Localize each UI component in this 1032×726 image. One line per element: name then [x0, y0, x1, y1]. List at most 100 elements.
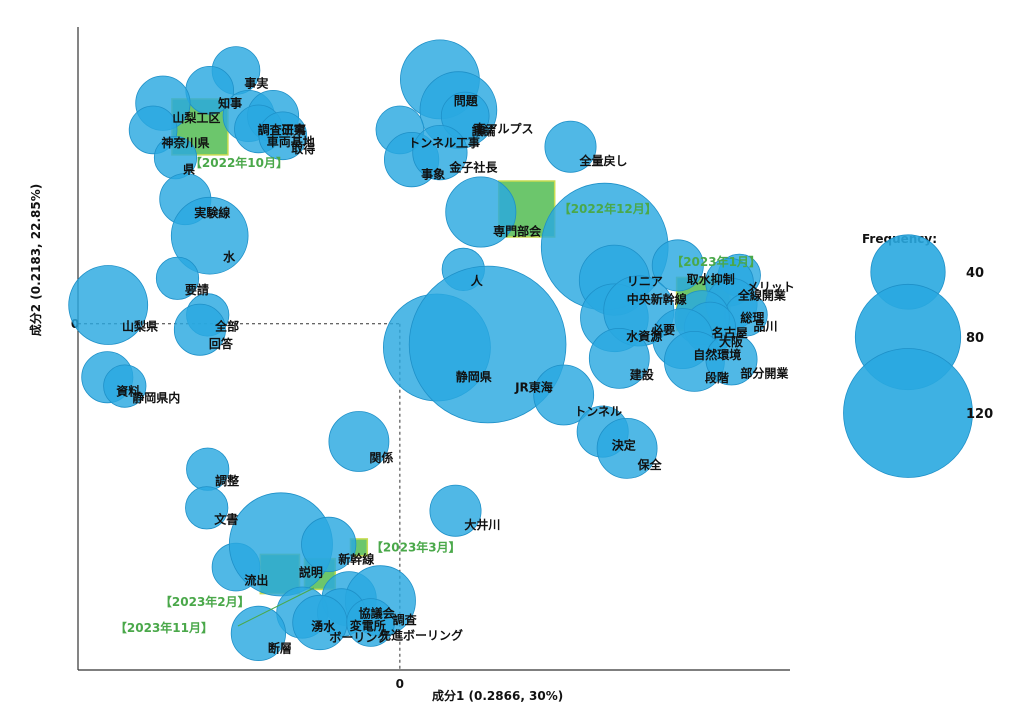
bubble-word-10 — [170, 196, 249, 275]
label-word-14: 回答 — [209, 336, 234, 351]
label-word-49: 名古屋 — [712, 325, 748, 340]
bubble-word-12 — [68, 265, 149, 345]
period-label-3: 【2023年2月】 — [160, 594, 250, 609]
label-word-8: 県 — [183, 162, 195, 176]
bubble-word-22 — [301, 516, 357, 573]
label-word-59: 保全 — [637, 457, 663, 472]
bubble-word-52 — [588, 327, 650, 389]
label-word-7: 取得 — [291, 141, 315, 156]
label-word-17: 関係 — [369, 450, 393, 465]
label-word-6: 車両基地 — [267, 134, 315, 149]
label-word-39: リニア — [627, 275, 663, 289]
label-word-9: 実験線 — [194, 205, 230, 220]
label-word-48: 必要 — [650, 322, 675, 337]
label-word-36: 事象 — [421, 167, 445, 182]
bubble-word-33 — [440, 91, 490, 141]
label-word-1: 知事 — [217, 96, 242, 111]
label-word-31: 問題 — [454, 94, 479, 108]
bubble-word-19 — [185, 486, 229, 530]
label-word-41: 中央新幹線 — [627, 292, 687, 307]
period-label-2: 【2023年1月】 — [671, 254, 761, 269]
label-word-18: 調整 — [215, 473, 239, 488]
bubble-word-14 — [173, 303, 226, 356]
bubble-word-38 — [445, 176, 517, 248]
label-word-25: 湧水 — [311, 619, 336, 634]
label-word-52: 建設 — [629, 367, 655, 382]
bubble-word-56 — [408, 265, 567, 424]
label-word-0: 事実 — [244, 76, 268, 91]
label-word-15: 資料 — [116, 383, 140, 398]
bubble-word-17 — [328, 411, 390, 472]
label-word-28: 断層 — [268, 640, 292, 655]
bubble-word-54 — [705, 333, 758, 386]
label-word-43: メリット — [747, 280, 795, 294]
label-word-51: 自然環境 — [693, 347, 741, 362]
label-word-4: 工事 — [282, 122, 306, 137]
label-word-55: 静岡県 — [456, 369, 492, 384]
bubble-word-7 — [258, 111, 308, 161]
period-label-4: 【2023年11月】 — [115, 620, 213, 635]
label-word-32: 議論 — [472, 123, 497, 138]
label-word-30: 大井川 — [464, 517, 500, 532]
label-word-45: 総理 — [740, 310, 764, 325]
label-word-22: 新幹線 — [338, 551, 374, 566]
label-word-53: 段階 — [705, 370, 729, 385]
x-zero-tick-label: 0 — [396, 677, 404, 691]
label-word-56: JR東海 — [514, 380, 553, 395]
label-word-13: 全部 — [214, 319, 239, 334]
label-word-42: 取水抑制 — [687, 272, 735, 287]
label-word-44: 全線開業 — [737, 287, 787, 302]
label-word-47: 水資源 — [626, 329, 662, 344]
legend-bubble-2 — [843, 348, 973, 478]
label-word-20: 流出 — [244, 572, 268, 587]
legend-label-2: 120 — [966, 407, 993, 422]
label-word-24: 調査 — [393, 612, 418, 627]
bubble-word-29 — [346, 598, 395, 647]
label-word-10: 水 — [223, 249, 236, 264]
y-axis-label: 成分2 (0.2183, 22.85%) — [28, 184, 43, 337]
period-label-1: 【2022年12月】 — [559, 201, 657, 216]
label-word-11: 要請 — [185, 282, 209, 297]
legend-label-1: 80 — [966, 331, 984, 346]
bubble-word-37 — [412, 125, 468, 181]
label-word-46: 品川 — [754, 320, 778, 334]
bubble-word-30 — [429, 484, 482, 537]
label-word-58: 決定 — [612, 438, 636, 453]
label-word-2: 山梨工区 — [172, 110, 220, 125]
x-axis-label: 成分1 (0.2866, 30%) — [432, 688, 563, 703]
legend-label-0: 40 — [966, 266, 984, 281]
label-word-12: 山梨県 — [122, 319, 158, 334]
label-word-23: 協議会 — [359, 606, 396, 621]
period-label-leader-line — [237, 587, 315, 627]
label-word-33: 南アルプス — [474, 121, 534, 136]
label-word-38: 専門部会 — [493, 223, 542, 238]
bubble-word-57 — [533, 364, 595, 426]
label-word-29: 先進ボーリング — [379, 628, 463, 643]
bubble-word-16 — [103, 364, 147, 408]
label-word-19: 文書 — [214, 511, 238, 526]
label-word-37: 金子社長 — [448, 160, 498, 175]
label-word-50: 大阪 — [719, 334, 744, 349]
label-word-16: 静岡県内 — [132, 390, 180, 405]
label-word-57: トンネル — [574, 405, 622, 419]
period-labels: 【2022年10月】【2022年12月】【2023年1月】【2023年2月】【2… — [115, 155, 761, 635]
word-bubbles — [68, 39, 768, 662]
period-label-5: 【2023年3月】 — [371, 539, 461, 554]
bubble-word-59 — [596, 417, 658, 479]
bubble-word-42 — [651, 239, 704, 292]
label-word-5: 神奈川県 — [162, 135, 210, 150]
label-word-27: ボーリング — [329, 630, 389, 645]
bubble-word-11 — [155, 256, 200, 300]
label-word-3: 調査研究 — [258, 122, 306, 137]
bubble-word-28 — [230, 605, 286, 662]
label-word-54: 部分開業 — [740, 366, 789, 381]
label-word-26: 変電所 — [350, 618, 386, 633]
period-label-0: 【2022年10月】 — [190, 155, 288, 170]
label-word-35: 全量戻し — [579, 153, 628, 168]
label-word-21: 説明 — [299, 565, 323, 580]
bubble-word-35 — [544, 120, 597, 173]
